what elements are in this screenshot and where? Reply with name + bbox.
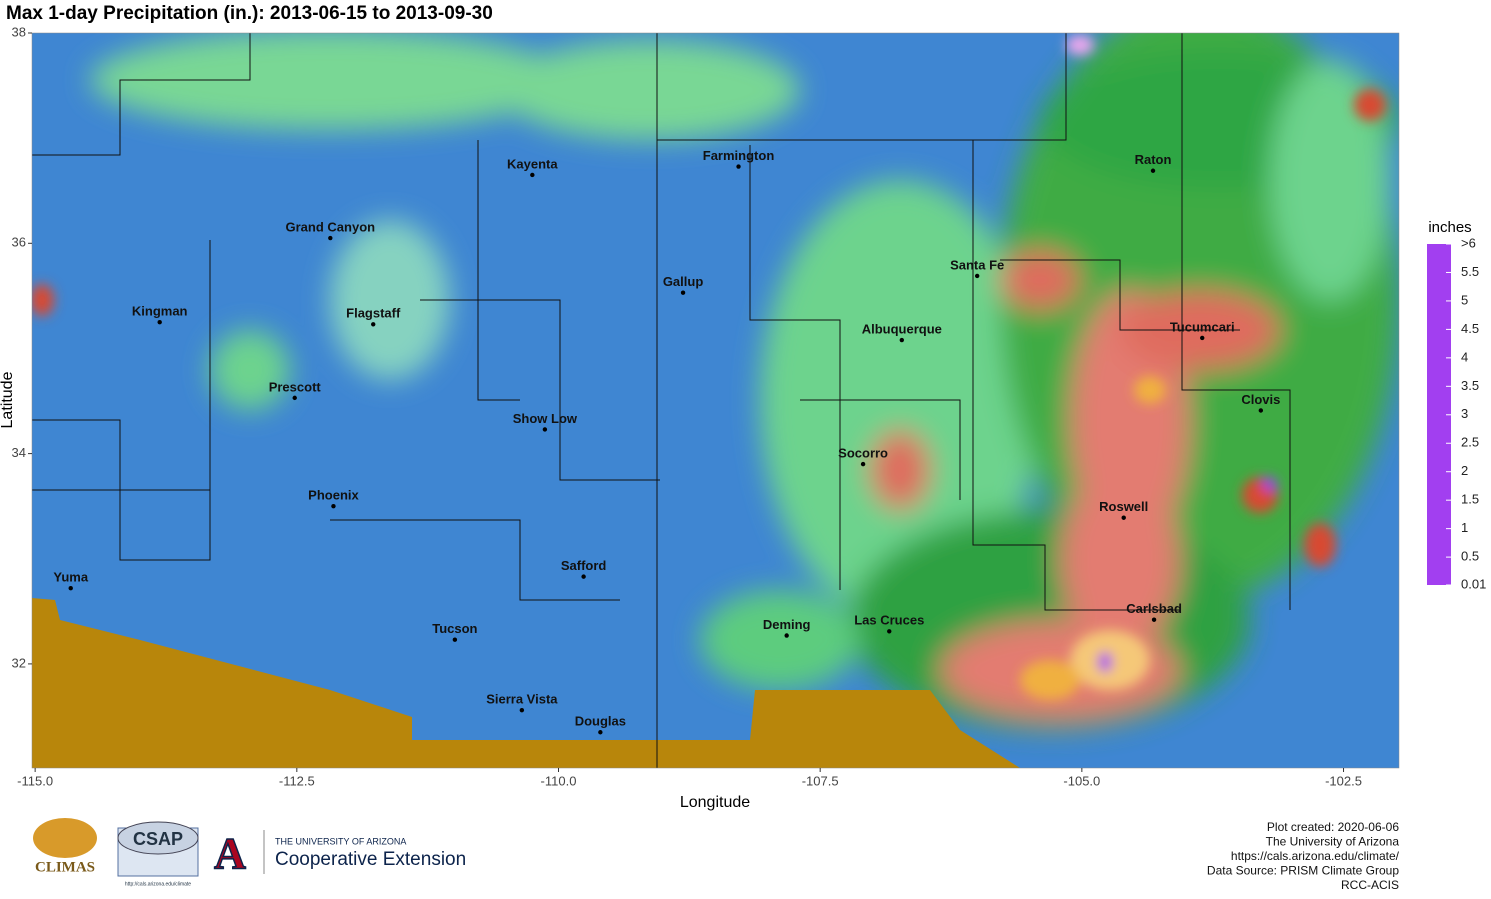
city-label: Tucumcari — [1170, 319, 1235, 334]
city-dot — [1121, 515, 1126, 520]
legend-tick-label: 2.5 — [1461, 435, 1479, 450]
city-dot — [157, 319, 162, 325]
legend-tick-label: 4.5 — [1461, 321, 1479, 336]
legend-tick-label: >6 — [1461, 235, 1476, 250]
city-dot — [1151, 617, 1157, 622]
city-dot — [1200, 335, 1205, 341]
footer-line: The University of Arizona — [1266, 835, 1400, 849]
footer-logos: CLIMAS CSAP http://cals.arizona.edu/clim… — [33, 818, 466, 887]
city-label: Grand Canyon — [286, 219, 376, 234]
footer-line: Data Source: PRISM Climate Group — [1207, 864, 1399, 878]
city-dot — [581, 574, 586, 579]
logo-extension: Cooperative Extension — [275, 849, 466, 870]
plot-frame — [31, 32, 1400, 769]
footer-line: Plot created: 2020-06-06 — [1267, 820, 1399, 834]
city-label: Clovis — [1241, 392, 1280, 407]
city-dot — [860, 461, 866, 467]
city-dot — [899, 337, 905, 343]
title: Max 1-day Precipitation (in.): 2013-06-1… — [6, 3, 493, 24]
city-label: Roswell — [1099, 499, 1148, 514]
x-tick-label: -112.5 — [279, 773, 315, 788]
city-dot — [598, 730, 603, 735]
city-label: Deming — [763, 617, 811, 632]
city-dot — [371, 322, 376, 327]
footer-line: RCC-ACIS — [1341, 878, 1399, 892]
city-dot — [452, 637, 458, 642]
legend-tick-label: 0.5 — [1461, 549, 1479, 564]
logo-csap: CSAP — [133, 829, 183, 849]
city-label: Kayenta — [507, 156, 558, 171]
legend-tick-label: 3.5 — [1461, 378, 1479, 393]
city-label: Douglas — [575, 714, 626, 729]
y-tick-label: 32 — [12, 655, 26, 670]
footer-line: https://cals.arizona.edu/climate/ — [1231, 849, 1400, 863]
city-label: Socorro — [838, 446, 888, 461]
legend-title: inches — [1428, 219, 1471, 236]
city-dot — [519, 707, 525, 713]
legend-tick-label: 1.5 — [1461, 492, 1479, 507]
city-label: Sierra Vista — [486, 692, 558, 707]
legend-tick-label: 0.01 — [1461, 576, 1486, 591]
logo-ua-mark: A — [214, 829, 246, 878]
y-tick-label: 38 — [12, 24, 26, 39]
city-label: Las Cruces — [854, 613, 924, 628]
x-tick-label: -102.5 — [1325, 773, 1362, 788]
city-label: Farmington — [703, 148, 775, 163]
legend-tick-label: 2 — [1461, 463, 1468, 478]
y-tick-label: 34 — [12, 445, 26, 460]
x-tick-label: -105.0 — [1063, 773, 1100, 788]
city-label: Yuma — [53, 570, 88, 585]
precip-field — [32, 33, 1399, 768]
x-tick-label: -107.5 — [802, 773, 839, 788]
x-tick-label: -115.0 — [17, 773, 53, 788]
city-label: Santa Fe — [950, 257, 1004, 272]
city-label: Kingman — [132, 304, 188, 319]
city-label: Raton — [1135, 152, 1172, 167]
x-axis-label: Longitude — [680, 794, 750, 811]
city-dot — [736, 164, 741, 169]
city-dot — [68, 585, 73, 591]
city-label: Phoenix — [308, 488, 359, 503]
logo-ua-name: THE UNIVERSITY OF ARIZONA — [275, 836, 406, 846]
city-dot — [887, 629, 892, 634]
city-label: Gallup — [663, 274, 704, 289]
city-dot — [542, 427, 548, 432]
city-label: Carlsbad — [1126, 601, 1182, 616]
legend-tick-label: 4 — [1461, 349, 1468, 364]
city-label: Safford — [561, 558, 607, 573]
city-dot — [328, 235, 333, 241]
city-label: Prescott — [269, 379, 322, 394]
legend-tick-label: 5.5 — [1461, 264, 1479, 279]
city-dot — [331, 503, 336, 509]
city-label: Flagstaff — [346, 306, 401, 321]
x-tick-label: -110.0 — [541, 773, 577, 788]
city-dot — [784, 633, 789, 638]
legend-tick-label: 3 — [1461, 406, 1468, 421]
legend-tick-label: 1 — [1461, 520, 1468, 535]
logo-csap-url: http://cals.arizona.edu/climate — [125, 881, 191, 887]
y-tick-label: 36 — [12, 235, 26, 250]
city-dot — [974, 273, 980, 279]
city-label: Albuquerque — [862, 321, 942, 336]
city-label: Show Low — [513, 411, 578, 426]
city-dot — [292, 395, 297, 401]
y-axis-label: Latitude — [0, 371, 16, 428]
city-dot — [530, 172, 535, 178]
city-dot — [1258, 408, 1264, 413]
city-dot — [1150, 168, 1156, 173]
city-dot — [680, 290, 686, 295]
legend-tick-label: 5 — [1461, 292, 1468, 307]
logo-climas: CLIMAS — [35, 859, 95, 875]
city-label: Tucson — [432, 621, 477, 636]
